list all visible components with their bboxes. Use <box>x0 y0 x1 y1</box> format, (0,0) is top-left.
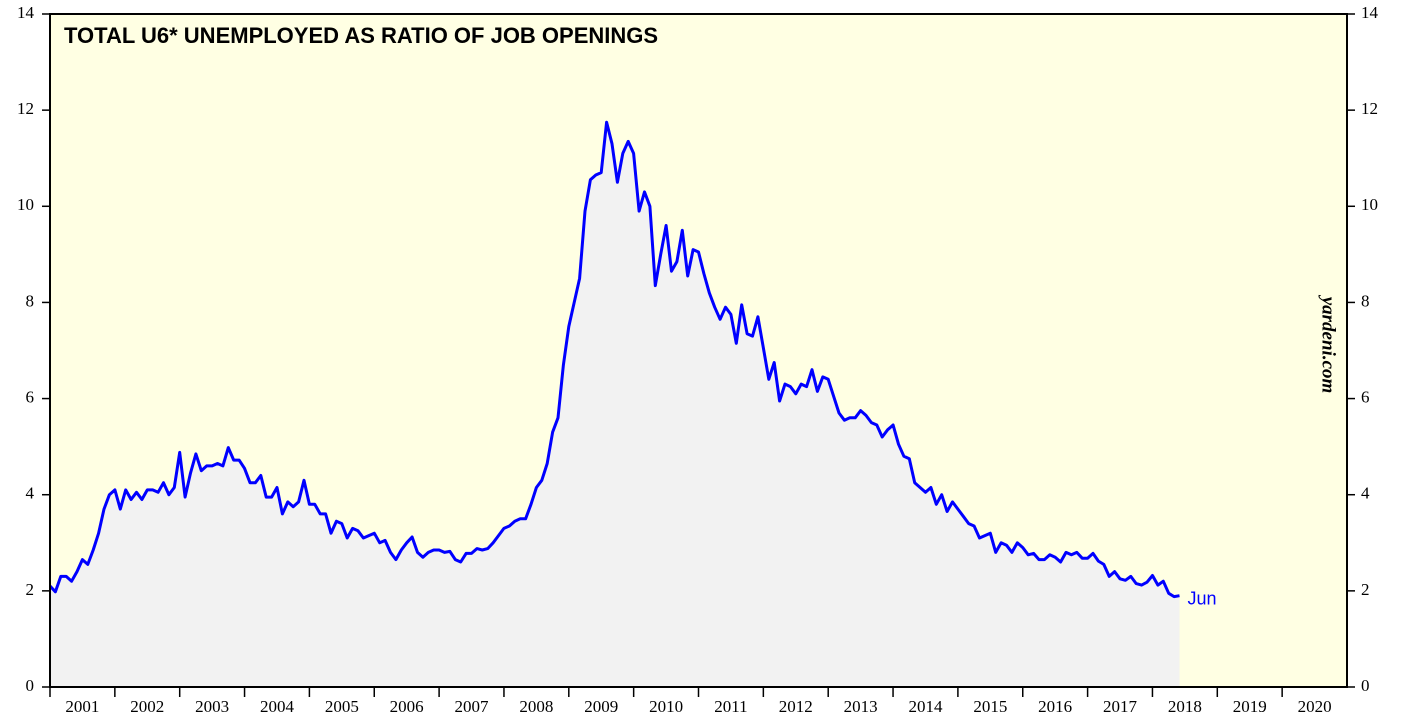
y-tick-label-left: 8 <box>26 291 35 310</box>
y-tick-label-right: 0 <box>1361 676 1370 695</box>
x-tick-label: 2010 <box>649 697 683 716</box>
y-tick-label-right: 12 <box>1361 99 1378 118</box>
line <box>48 120 1180 599</box>
x-tick-label: 2011 <box>714 697 747 716</box>
x-tick-label: 2008 <box>519 697 553 716</box>
x-tick-label: 2005 <box>325 697 359 716</box>
y-tick-label-left: 14 <box>17 3 35 22</box>
x-tick-label: 2012 <box>779 697 813 716</box>
y-tick-label-left: 4 <box>26 484 35 503</box>
y-tick-label-left: 12 <box>17 99 34 118</box>
x-tick-label: 2019 <box>1233 697 1267 716</box>
y-tick-label-left: 0 <box>26 676 35 695</box>
x-tick-label: 2013 <box>844 697 878 716</box>
x-tick-label: 2009 <box>584 697 618 716</box>
x-tick-label: 2020 <box>1298 697 1332 716</box>
x-tick-label: 2006 <box>390 697 424 716</box>
annotation: Jun <box>1187 588 1216 608</box>
y-tick-label-left: 6 <box>26 387 35 406</box>
x-tick-label: 2017 <box>1103 697 1138 716</box>
x-tick-label: 2007 <box>455 697 490 716</box>
area <box>50 122 1180 687</box>
y-tick-label-right: 2 <box>1361 580 1370 599</box>
x-tick-label: 2003 <box>195 697 229 716</box>
y-tick-label-right: 4 <box>1361 484 1370 503</box>
x-tick-label: 2016 <box>1038 697 1072 716</box>
y-tick-label-right: 8 <box>1361 291 1370 310</box>
x-tick-label: 2015 <box>973 697 1007 716</box>
y-tick-label-right: 6 <box>1361 387 1370 406</box>
x-tick-label: 2004 <box>260 697 295 716</box>
x-tick-label: 2018 <box>1168 697 1202 716</box>
x-tick-label: 2014 <box>908 697 943 716</box>
x-tick-label: 2002 <box>130 697 164 716</box>
y-tick-label-right: 10 <box>1361 195 1378 214</box>
chart-title: TOTAL U6* UNEMPLOYED AS RATIO OF JOB OPE… <box>64 23 658 48</box>
x-tick-label: 2001 <box>65 697 99 716</box>
watermark: yardeni.com <box>1318 295 1339 394</box>
y-tick-label-left: 2 <box>26 580 35 599</box>
y-tick-label-left: 10 <box>17 195 34 214</box>
y-tick-label-right: 14 <box>1361 3 1379 22</box>
